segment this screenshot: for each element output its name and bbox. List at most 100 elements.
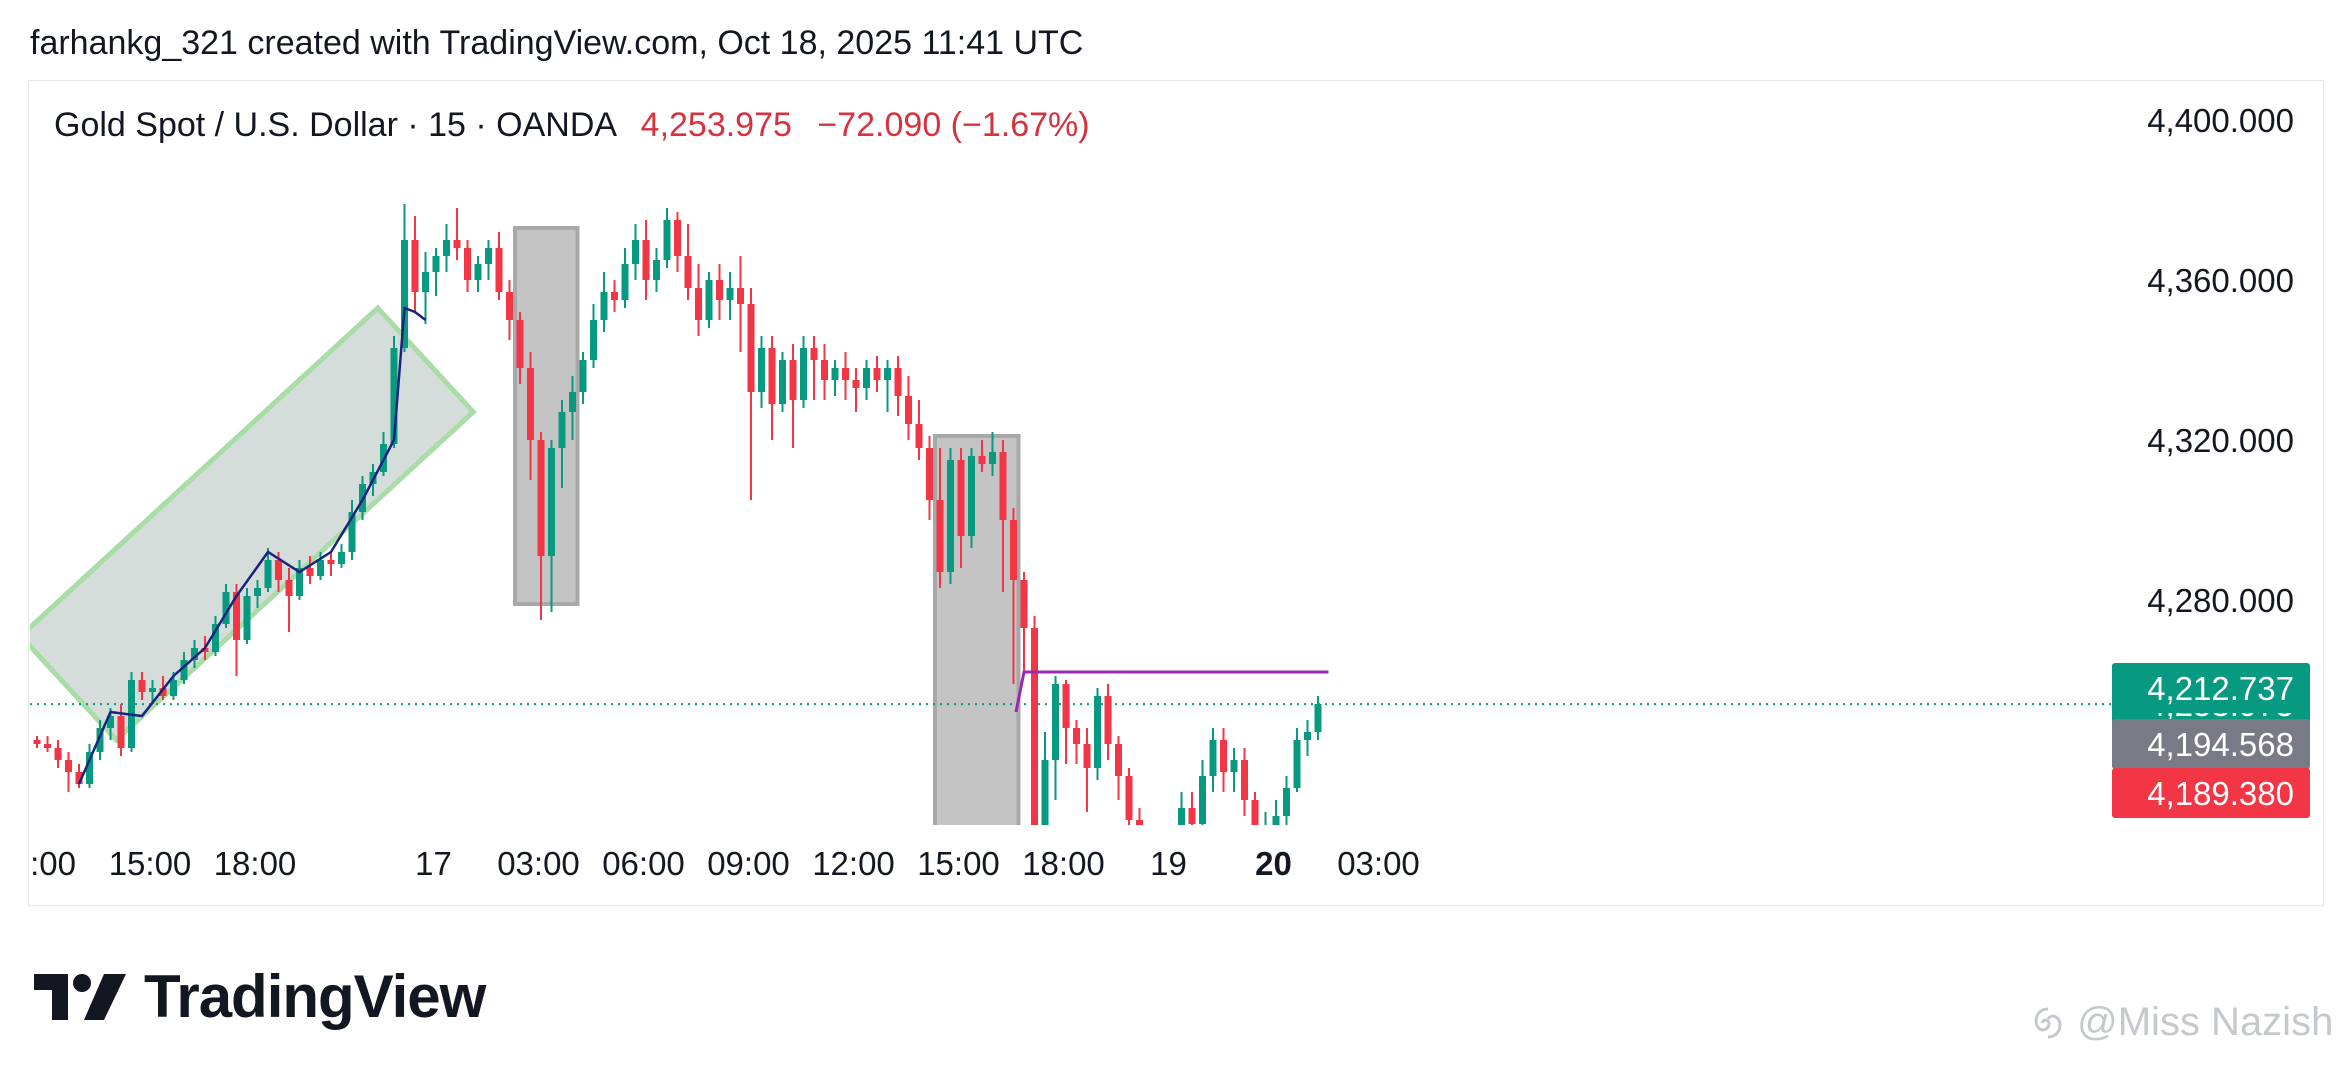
candle — [1041, 732, 1049, 825]
candle-body — [159, 688, 167, 696]
candle — [338, 544, 345, 568]
candle — [905, 376, 912, 440]
candle-body — [642, 240, 650, 280]
candle — [726, 272, 734, 320]
candle-body — [1052, 684, 1059, 760]
candle-body — [443, 240, 450, 256]
candle — [642, 220, 650, 300]
candle-body — [558, 412, 566, 448]
candle — [684, 224, 692, 300]
candle — [54, 740, 62, 768]
candle-body — [663, 220, 671, 260]
candle — [1083, 728, 1091, 812]
candle — [254, 580, 261, 608]
rising-channel — [30, 304, 477, 744]
candle-body — [831, 368, 839, 380]
candle-body — [1178, 808, 1185, 825]
candle — [653, 248, 660, 292]
candle-body — [695, 288, 702, 320]
candle — [96, 720, 104, 760]
candle — [1188, 792, 1196, 825]
x-tick-label: 18:00 — [1022, 845, 1105, 882]
candle-body — [1094, 696, 1101, 768]
candle-body — [1136, 820, 1143, 825]
price-chart[interactable]: 4,400.0004,360.0004,320.0004,280.0004,24… — [0, 0, 2352, 920]
candle — [495, 232, 503, 300]
candle — [1136, 808, 1143, 825]
trend-path-line — [77, 306, 427, 785]
candle-body — [884, 368, 891, 380]
candle — [831, 360, 839, 396]
candle-body — [306, 568, 314, 576]
candle — [852, 368, 860, 412]
candle-body — [1220, 740, 1227, 772]
candle — [842, 352, 849, 400]
x-tick-label: 12:00 — [812, 845, 895, 882]
chart-legend: Gold Spot / U.S. Dollar · 15 · OANDA 4,2… — [54, 106, 1090, 145]
candle-body — [1125, 776, 1133, 820]
candle-body — [1272, 816, 1280, 825]
candle — [863, 360, 870, 400]
candle-body — [348, 512, 356, 552]
candle-body — [968, 456, 975, 536]
candle-body — [947, 460, 954, 572]
x-tick-label: 03:00 — [497, 845, 580, 882]
candle — [1178, 792, 1185, 825]
price-label-marker: 4,212.737 — [2112, 663, 2310, 713]
x-tick-label: 17 — [415, 845, 452, 882]
candle-body — [516, 320, 524, 368]
price-label-bg — [2112, 719, 2310, 769]
candle — [1104, 684, 1112, 760]
candle-body — [1031, 628, 1038, 825]
candle — [1241, 748, 1248, 816]
candle-body — [1188, 808, 1196, 824]
candle-body — [1230, 760, 1238, 772]
candle-body — [600, 292, 608, 320]
candle — [789, 344, 797, 448]
candle-body — [758, 348, 765, 392]
highlight-box-1 — [513, 226, 580, 606]
candle — [705, 272, 713, 328]
candle — [600, 272, 608, 332]
candle — [264, 548, 272, 592]
candle — [747, 288, 755, 500]
candle — [548, 440, 555, 612]
candle — [926, 436, 933, 520]
candle-body — [726, 288, 734, 300]
candle-body — [957, 460, 965, 536]
candle-body — [789, 360, 797, 400]
price-label-bg — [2112, 663, 2310, 713]
candle — [884, 360, 891, 412]
candle — [569, 376, 576, 440]
candle — [33, 736, 41, 748]
candle — [590, 304, 597, 368]
candle-body — [779, 360, 786, 404]
candle-body — [243, 596, 251, 640]
candle — [138, 672, 146, 700]
candle-body — [138, 680, 146, 692]
tradingview-brand[interactable]: TradingView — [34, 962, 486, 1031]
candle-body — [821, 360, 828, 380]
candle — [1125, 768, 1133, 825]
candle-body — [1168, 884, 1175, 912]
candle — [936, 448, 944, 588]
candle-body — [747, 304, 755, 392]
candle — [968, 448, 975, 548]
candle-body — [989, 452, 996, 464]
candle-body — [275, 560, 282, 580]
y-tick-label: 4,320.000 — [2147, 422, 2294, 459]
candle — [1157, 888, 1164, 920]
candle — [989, 432, 996, 476]
candle-body — [768, 348, 776, 404]
candle-body — [254, 588, 261, 596]
candle — [1094, 688, 1101, 780]
candle-body — [401, 240, 408, 348]
candle — [1199, 760, 1206, 825]
x-tick-label: 19 — [1150, 845, 1187, 882]
candle-body — [296, 568, 303, 596]
candle — [1314, 696, 1322, 740]
x-tick-label: 09:00 — [707, 845, 790, 882]
candle — [191, 640, 198, 668]
candle — [485, 240, 492, 280]
candle-body — [1104, 696, 1112, 744]
